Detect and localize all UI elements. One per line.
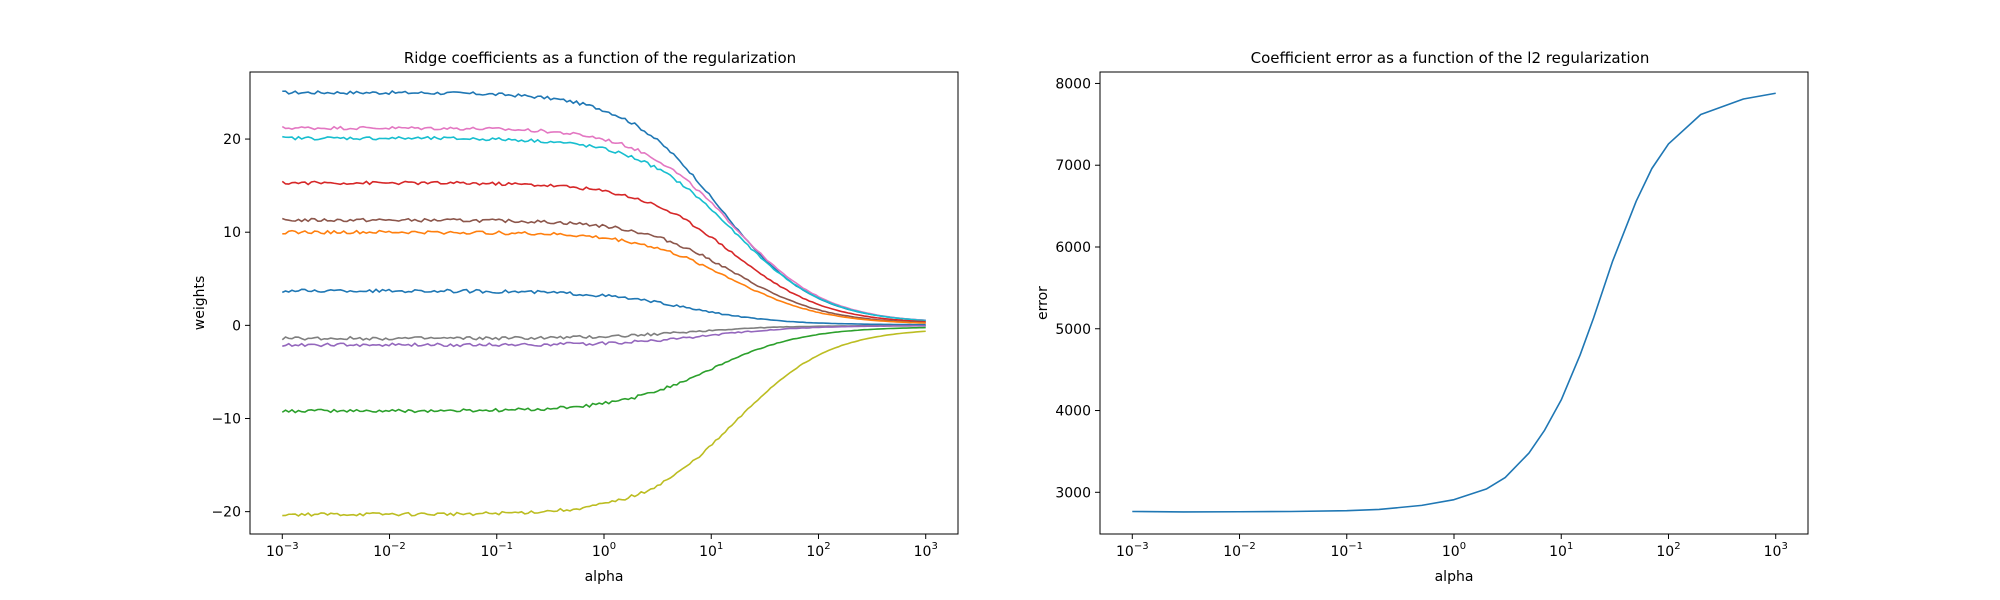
error-chart-title: Coefficient error as a function of the l…: [1251, 49, 1650, 67]
coefficient-line: [282, 135, 926, 322]
error-x-axis-label: alpha: [1435, 569, 1474, 585]
ridge-x-tick-label: 10−1: [480, 541, 513, 560]
coefficient-line: [282, 330, 926, 517]
ridge-y-tick-label: −20: [211, 505, 241, 521]
error-y-tick-label: 8000: [1055, 76, 1091, 92]
coefficient-line: [282, 90, 926, 322]
ridge-x-tick-label: 102: [806, 541, 830, 560]
coefficient-line: [281, 180, 926, 323]
coefficient-line: [281, 125, 926, 322]
coefficient-line: [281, 288, 926, 326]
error-y-tick-label: 4000: [1055, 404, 1091, 420]
ridge-x-tick-label: 103: [914, 541, 938, 560]
error-y-tick-label: 5000: [1055, 322, 1091, 338]
error-x-tick-label: 10−2: [1223, 541, 1256, 560]
error-x-ticks: 10−3 10−2 10−1 100 101 102 103: [1116, 534, 1788, 560]
ridge-y-tick-label: 10: [223, 225, 241, 241]
error-x-tick-label: 100: [1442, 541, 1466, 560]
ridge-y-tick-label: −10: [211, 412, 241, 428]
ridge-x-ticks: 10−3 10−2 10−1 100 101 102 103: [266, 534, 938, 560]
ridge-y-tick-label: 20: [223, 132, 241, 148]
ridge-coefficients-chart: Ridge coefficients as a function of the …: [192, 49, 959, 585]
ridge-x-axis-label: alpha: [585, 569, 624, 585]
error-y-tick-label: 6000: [1055, 240, 1091, 256]
error-y-tick-label: 3000: [1055, 485, 1091, 501]
error-x-tick-label: 102: [1656, 541, 1680, 560]
error-x-tick-label: 103: [1764, 541, 1788, 560]
coefficient-line: [282, 229, 926, 324]
ridge-y-tick-label: 0: [232, 318, 241, 334]
coefficient-line: [282, 325, 926, 348]
error-y-ticks: 3000 4000 5000 6000 7000 8000: [1055, 76, 1100, 501]
error-x-tick-label: 10−3: [1116, 541, 1149, 560]
error-curve: [1132, 92, 1776, 513]
ridge-x-tick-label: 10−3: [266, 541, 299, 560]
coefficient-line: [281, 326, 926, 414]
error-y-tick-label: 7000: [1055, 158, 1091, 174]
error-line: [1132, 92, 1776, 513]
ridge-x-tick-label: 101: [699, 541, 723, 560]
error-axes-frame: [1099, 71, 1809, 535]
ridge-axes-frame: [249, 71, 959, 535]
error-y-axis-label: error: [1035, 286, 1051, 320]
ridge-y-axis-label: weights: [192, 276, 208, 331]
error-x-tick-label: 101: [1549, 541, 1573, 560]
ridge-y-ticks: −20 −10 0 10 20: [211, 132, 250, 521]
coefficient-line: [281, 324, 926, 341]
coefficient-line: [282, 217, 926, 324]
ridge-chart-title: Ridge coefficients as a function of the …: [404, 49, 796, 67]
error-x-tick-label: 10−1: [1330, 541, 1363, 560]
ridge-coefficient-lines: [281, 90, 926, 517]
coefficient-error-chart: Coefficient error as a function of the l…: [1035, 49, 1809, 585]
ridge-x-tick-label: 100: [592, 541, 616, 560]
ridge-x-tick-label: 10−2: [373, 541, 406, 560]
